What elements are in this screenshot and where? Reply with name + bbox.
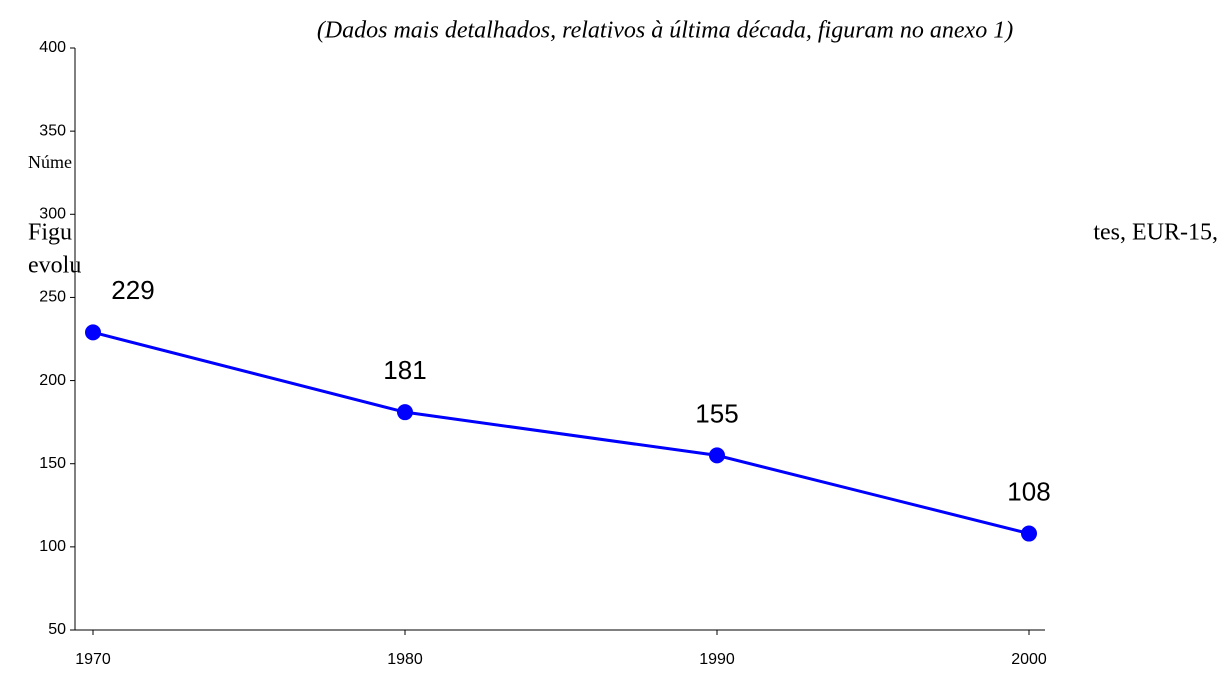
- y-tick-label: 200: [39, 372, 66, 389]
- y-tick-label: 100: [39, 538, 66, 555]
- data-point: [709, 447, 725, 464]
- data-label: 181: [383, 355, 426, 385]
- x-tick-label: 1980: [387, 651, 423, 668]
- data-label: 108: [1007, 476, 1050, 506]
- series-line: [92, 330, 1030, 536]
- doc-fragment: Núme: [28, 152, 72, 172]
- y-tick-label: 250: [39, 289, 66, 306]
- data-label: 155: [695, 398, 738, 428]
- caption: (Dados mais detalhados, relativos à últi…: [317, 18, 1013, 44]
- doc-fragment: tes, EUR-15,: [1093, 220, 1218, 246]
- y-tick-label: 50: [48, 621, 66, 638]
- data-point: [85, 324, 101, 341]
- x-tick-label: 2000: [1011, 651, 1047, 668]
- y-tick-label: 400: [39, 39, 66, 56]
- y-tick-label: 150: [39, 455, 66, 472]
- doc-fragment: evolu: [28, 253, 81, 279]
- doc-fragment: Figu: [28, 220, 72, 246]
- x-tick-label: 1990: [699, 651, 735, 668]
- data-point: [1021, 525, 1037, 542]
- x-tick-label: 1970: [75, 651, 111, 668]
- y-tick-label: 350: [39, 122, 66, 139]
- data-label: 229: [111, 275, 154, 305]
- y-tick-label: 300: [39, 206, 66, 223]
- data-point: [397, 404, 413, 421]
